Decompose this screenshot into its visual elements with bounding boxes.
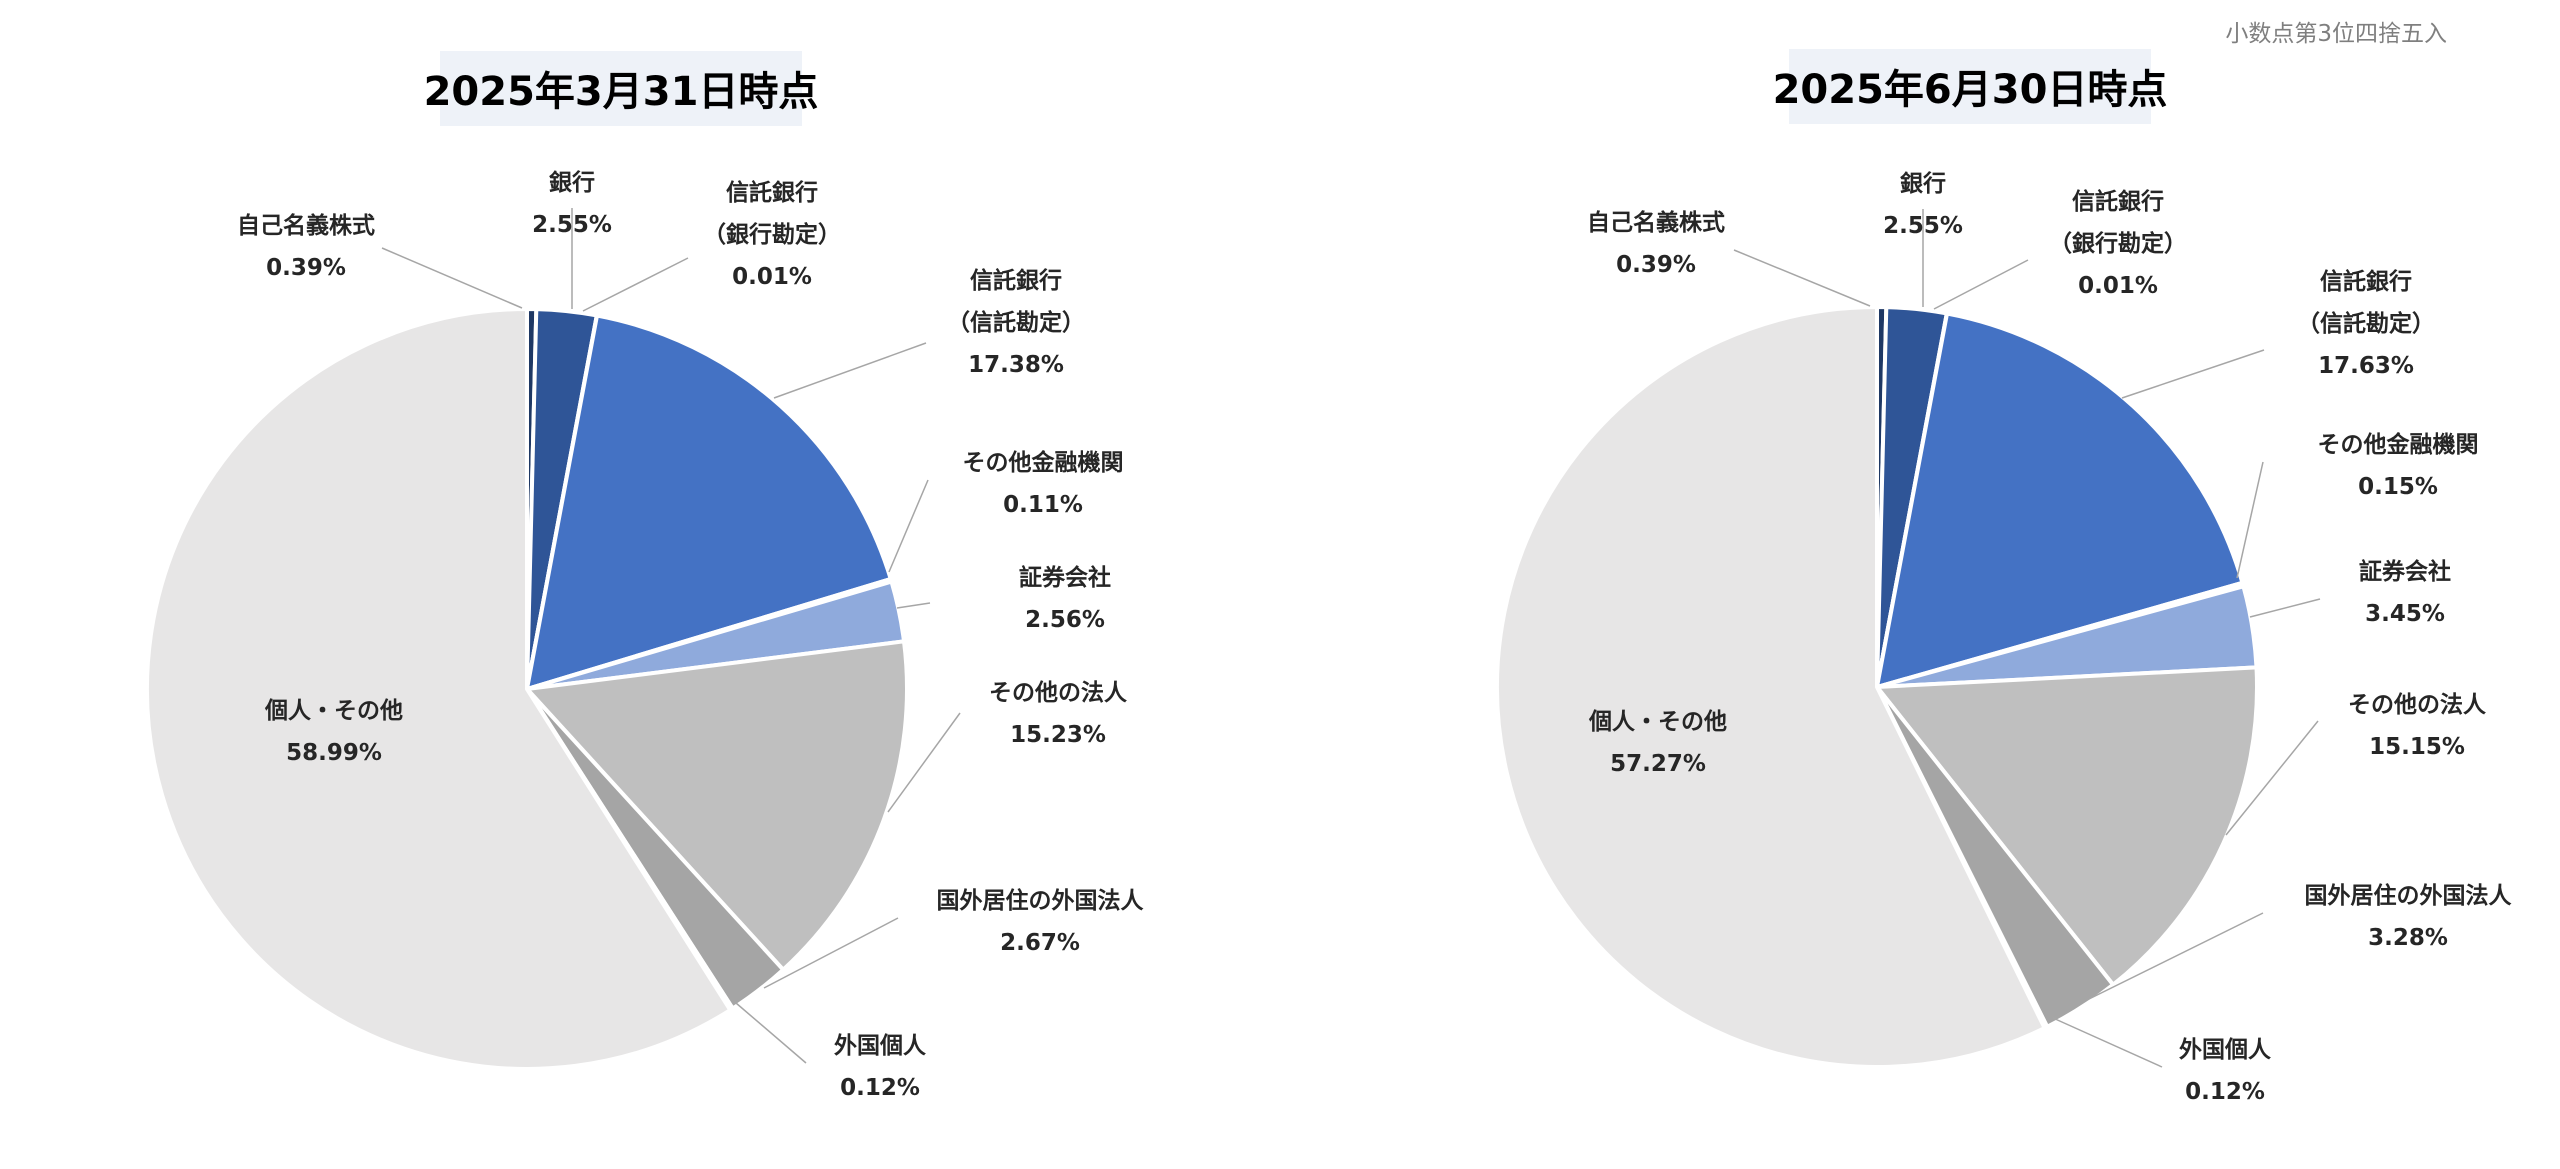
slice-value-label: 2.67% bbox=[1000, 930, 1080, 956]
slice-label: 個人・その他 58.99% bbox=[264, 698, 403, 766]
slice-name-label: その他の法人 bbox=[989, 680, 1128, 706]
slice-label: 信託銀行 （銀行勘定） 0.01% bbox=[2049, 188, 2187, 299]
chart-title-background bbox=[1789, 49, 2151, 124]
chart-title-text: 2025年3月31日時点 bbox=[424, 69, 819, 115]
chart-title: 2025年6月30日時点 bbox=[1773, 49, 2168, 124]
leader-line bbox=[888, 479, 929, 573]
leader-line bbox=[582, 257, 689, 312]
slice-name-label: （銀行勘定） bbox=[703, 221, 841, 248]
slice-name-label: 個人・その他 bbox=[264, 698, 403, 724]
leader-line bbox=[2052, 1017, 2163, 1068]
slice-name-label: 銀行 bbox=[1900, 170, 1946, 197]
slice-name-label: 信託銀行 bbox=[726, 179, 818, 206]
slice-name-label: 証券会社 bbox=[1019, 564, 1111, 591]
slice-value-label: 17.38% bbox=[968, 352, 1064, 378]
slice-value-label: 15.15% bbox=[2369, 734, 2465, 760]
slice-name-label: その他金融機関 bbox=[2318, 431, 2479, 458]
slice-value-label: 57.27% bbox=[1610, 751, 1706, 777]
slice-value-label: 2.56% bbox=[1025, 607, 1105, 633]
slice-value-label: 3.45% bbox=[2365, 601, 2445, 627]
leader-line bbox=[2225, 720, 2319, 836]
slice-value-label: 0.12% bbox=[840, 1075, 920, 1101]
slice-value-label: 2.55% bbox=[1883, 213, 1963, 239]
slice-value-label: 0.12% bbox=[2185, 1079, 2265, 1105]
slice-name-label: 自己名義株式 bbox=[1587, 209, 1725, 236]
slice-label: 証券会社 2.56% bbox=[1019, 564, 1111, 633]
leader-line bbox=[381, 247, 523, 309]
slice-value-label: 0.39% bbox=[266, 255, 346, 281]
slice-value-label: 0.15% bbox=[2358, 474, 2438, 500]
slice-label: 国外居住の外国法人 2.67% bbox=[937, 887, 1145, 956]
slice-label: その他の法人 15.23% bbox=[989, 680, 1128, 748]
slice-label: 証券会社 3.45% bbox=[2359, 558, 2451, 627]
slice-label: 銀行 2.55% bbox=[532, 169, 612, 238]
slice-label: 信託銀行 （銀行勘定） 0.01% bbox=[703, 179, 841, 290]
slice-name-label: （銀行勘定） bbox=[2049, 230, 2187, 257]
slice-value-label: 58.99% bbox=[286, 740, 382, 766]
pie-slice bbox=[145, 307, 733, 1071]
slice-value-label: 0.01% bbox=[732, 264, 812, 290]
leader-line bbox=[2236, 461, 2264, 579]
slice-name-label: （信託勘定） bbox=[947, 309, 1085, 336]
slice-label: 銀行 2.55% bbox=[1883, 170, 1963, 239]
slice-value-label: 0.01% bbox=[2078, 273, 2158, 299]
slice-name-label: 自己名義株式 bbox=[237, 212, 375, 239]
slice-label: その他金融機関 0.15% bbox=[2318, 431, 2479, 500]
slice-label: 信託銀行 （信託勘定） 17.63% bbox=[2297, 268, 2435, 379]
leader-line bbox=[887, 712, 961, 813]
slice-value-label: 3.28% bbox=[2368, 925, 2448, 951]
chart-title: 2025年3月31日時点 bbox=[424, 51, 819, 126]
slice-name-label: 証券会社 bbox=[2359, 558, 2451, 585]
slice-label: 外国個人 0.12% bbox=[834, 1032, 927, 1101]
slice-value-label: 17.63% bbox=[2318, 353, 2414, 379]
leader-line bbox=[2121, 349, 2265, 399]
chart-title-background bbox=[440, 51, 802, 126]
pie-slice bbox=[1875, 665, 2259, 987]
slice-label: 国外居住の外国法人 3.28% bbox=[2305, 882, 2513, 951]
slice-name-label: 国外居住の外国法人 bbox=[937, 887, 1145, 914]
slice-label: 信託銀行 （信託勘定） 17.38% bbox=[947, 267, 1085, 378]
slice-label: 外国個人 0.12% bbox=[2179, 1036, 2272, 1105]
pie-slice bbox=[1495, 305, 2047, 1069]
slice-value-label: 2.55% bbox=[532, 212, 612, 238]
slice-label: 自己名義株式 0.39% bbox=[237, 212, 375, 281]
slice-name-label: （信託勘定） bbox=[2297, 310, 2435, 337]
slice-name-label: 個人・その他 bbox=[1588, 709, 1727, 735]
pie-slice bbox=[525, 639, 910, 972]
slice-label: 個人・その他 57.27% bbox=[1588, 709, 1727, 777]
slice-name-label: 銀行 bbox=[549, 169, 595, 196]
leader-line bbox=[735, 1002, 807, 1064]
slice-value-label: 15.23% bbox=[1010, 722, 1106, 748]
leader-line bbox=[2086, 912, 2264, 1001]
leader-line bbox=[2249, 598, 2321, 618]
slice-label: その他の法人 15.15% bbox=[2348, 692, 2487, 760]
slice-value-label: 0.39% bbox=[1616, 252, 1696, 278]
leader-line bbox=[1733, 249, 1871, 307]
slice-label: その他金融機関 0.11% bbox=[963, 449, 1124, 518]
leader-line bbox=[896, 602, 931, 609]
slice-name-label: 国外居住の外国法人 bbox=[2305, 882, 2513, 909]
slice-name-label: 外国個人 bbox=[2179, 1036, 2272, 1063]
rounding-note: 小数点第3位四捨五入 bbox=[2225, 21, 2447, 47]
pie-slice bbox=[1875, 311, 2245, 689]
leader-line bbox=[773, 342, 927, 399]
leader-line bbox=[1933, 259, 2029, 310]
chart-title-text: 2025年6月30日時点 bbox=[1773, 67, 2168, 113]
slice-label: 自己名義株式 0.39% bbox=[1587, 209, 1725, 278]
slice-name-label: 信託銀行 bbox=[970, 267, 1062, 294]
slice-name-label: 信託銀行 bbox=[2072, 188, 2164, 215]
slice-name-label: 外国個人 bbox=[834, 1032, 927, 1059]
slice-value-label: 0.11% bbox=[1003, 492, 1083, 518]
leader-line bbox=[763, 917, 899, 989]
slice-name-label: その他金融機関 bbox=[963, 449, 1124, 476]
pie-slice bbox=[525, 313, 893, 691]
slice-name-label: その他の法人 bbox=[2348, 692, 2487, 718]
slice-name-label: 信託銀行 bbox=[2320, 268, 2412, 295]
